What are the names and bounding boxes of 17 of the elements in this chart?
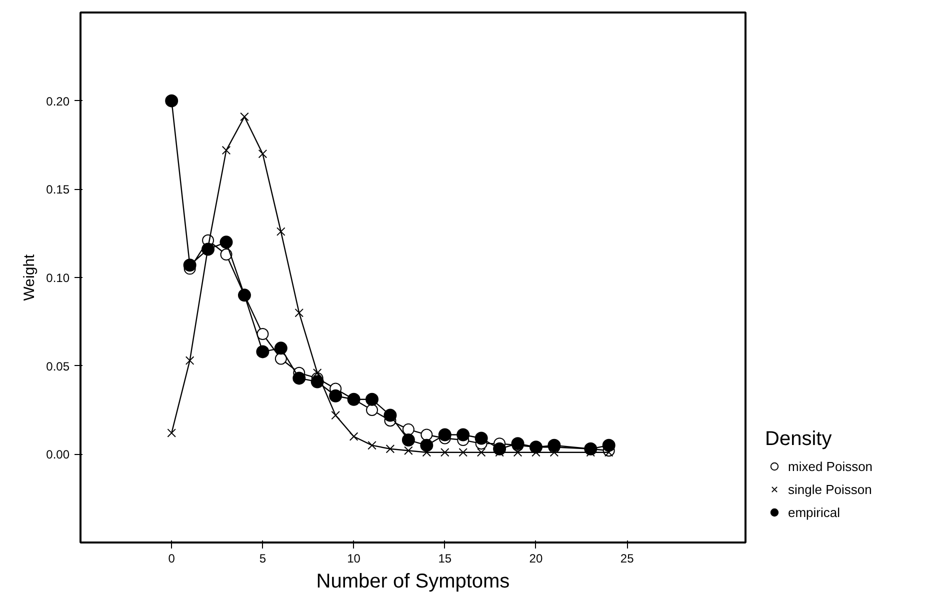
y-tick-label: 0.10 xyxy=(46,271,70,285)
y-tick-label: 0.20 xyxy=(46,94,70,108)
legend-label: single Poisson xyxy=(788,482,872,496)
x-tick-label: 25 xyxy=(620,552,634,566)
legend-label: empirical xyxy=(788,504,840,520)
y-tick-label: 0.05 xyxy=(46,359,70,374)
y-tick-label: 0.15 xyxy=(46,182,70,197)
x-tick-label: 0 xyxy=(168,552,176,566)
y-axis-title: Weight xyxy=(21,253,38,301)
legend-title: Density xyxy=(765,428,833,451)
x-tick-label: 5 xyxy=(259,552,266,566)
x-tick-label: 20 xyxy=(529,552,543,566)
y-tick-label: 0.00 xyxy=(46,448,70,462)
x-tick-label: 10 xyxy=(347,552,361,566)
x-tick-label: 15 xyxy=(438,552,452,566)
x-axis-title: Number of Symptoms xyxy=(316,570,510,592)
legend-label: mixed Poisson xyxy=(788,458,873,474)
